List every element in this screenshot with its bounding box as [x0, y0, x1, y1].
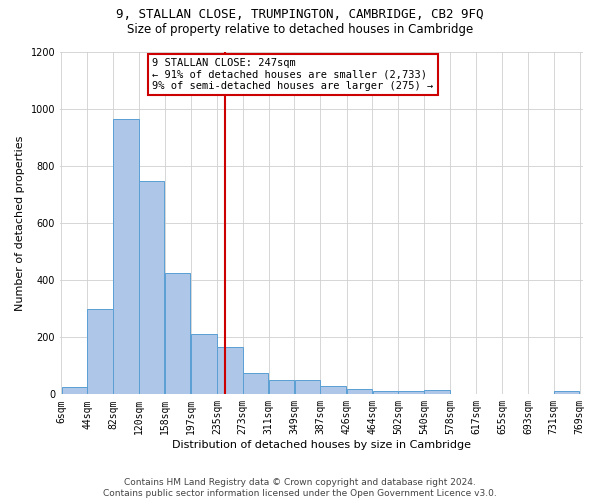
Bar — [139, 182, 164, 394]
X-axis label: Distribution of detached houses by size in Cambridge: Distribution of detached houses by size … — [172, 440, 471, 450]
Bar — [243, 373, 268, 394]
Bar — [347, 388, 373, 394]
Text: Contains HM Land Registry data © Crown copyright and database right 2024.
Contai: Contains HM Land Registry data © Crown c… — [103, 478, 497, 498]
Bar — [113, 118, 139, 394]
Bar — [191, 334, 217, 394]
Bar — [320, 386, 346, 394]
Text: 9 STALLAN CLOSE: 247sqm
← 91% of detached houses are smaller (2,733)
9% of semi-: 9 STALLAN CLOSE: 247sqm ← 91% of detache… — [152, 58, 434, 91]
Bar — [217, 347, 242, 395]
Text: 9, STALLAN CLOSE, TRUMPINGTON, CAMBRIDGE, CB2 9FQ: 9, STALLAN CLOSE, TRUMPINGTON, CAMBRIDGE… — [116, 8, 484, 20]
Bar — [295, 380, 320, 394]
Bar — [62, 387, 87, 394]
Y-axis label: Number of detached properties: Number of detached properties — [15, 135, 25, 310]
Text: Size of property relative to detached houses in Cambridge: Size of property relative to detached ho… — [127, 22, 473, 36]
Bar — [88, 308, 113, 394]
Bar — [398, 392, 424, 394]
Bar — [269, 380, 294, 394]
Bar — [554, 392, 580, 394]
Bar — [373, 392, 398, 394]
Bar — [165, 273, 190, 394]
Bar — [424, 390, 450, 394]
